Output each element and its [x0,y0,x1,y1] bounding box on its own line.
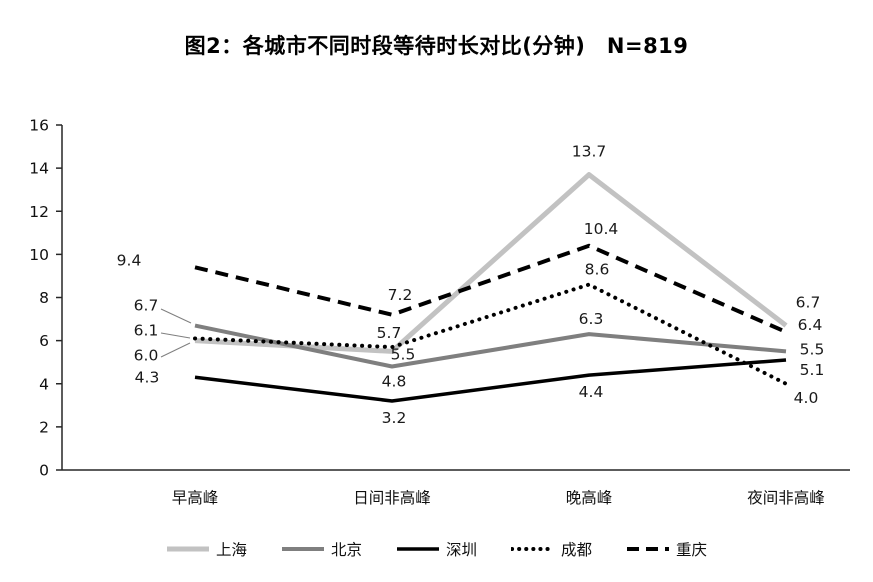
legend-label: 上海 [215,541,247,559]
y-tick-label: 16 [29,117,49,135]
data-label: 5.5 [800,340,825,358]
legend-line-sample [511,547,555,551]
data-label: 4.4 [579,383,604,401]
series-line-0 [194,172,788,354]
x-category-label: 早高峰 [172,489,219,507]
data-label: 4.0 [794,389,819,407]
legend-label: 深圳 [445,541,477,559]
y-tick-label: 6 [39,332,49,350]
y-tick-label: 4 [39,375,49,393]
leader-line [160,332,191,339]
legend: 上海 北京 深圳 成都 重庆 [0,538,873,560]
leader-line [160,342,191,358]
x-category-label: 日间非高峰 [353,489,431,507]
data-label: 13.7 [572,143,607,161]
legend-line-sample [396,547,439,551]
legend-item-2: 深圳 [396,538,477,560]
legend-line-sample [627,547,670,551]
data-label: 9.4 [117,251,142,269]
chart-title: 图2：各城市不同时段等待时长对比(分钟) N=819 [184,34,689,58]
data-label: 4.3 [135,368,160,386]
legend-label: 北京 [330,541,362,559]
legend-label: 成都 [561,541,593,559]
x-category-label: 夜间非高峰 [747,489,825,507]
data-label: 6.7 [796,294,821,312]
series-line-3 [193,282,788,386]
data-label: 7.2 [388,286,413,304]
series-line-1 [194,323,787,369]
legend-label: 重庆 [676,541,708,559]
y-tick-label: 8 [39,289,49,307]
y-tick-label: 0 [39,462,49,480]
series-line-4 [194,243,787,334]
legend-line-sample [166,546,209,552]
series-line-2 [194,358,787,403]
data-label: 3.2 [382,409,407,427]
x-category-label: 晚高峰 [566,489,613,507]
y-tick-label: 2 [39,418,49,436]
legend-item-0: 上海 [166,538,247,560]
data-label: 5.7 [377,324,402,342]
y-tick-label: 14 [29,160,49,178]
y-tick-label: 10 [29,246,49,264]
legend-item-4: 重庆 [626,538,707,560]
legend-item-3: 成都 [511,538,592,560]
y-tick-label: 12 [29,203,49,221]
data-label: 5.1 [800,361,825,379]
legend-line-sample [281,547,324,551]
leader-line [160,308,192,324]
data-label: 8.6 [585,261,610,279]
data-label: 10.4 [584,220,619,238]
data-label: 6.3 [579,310,604,328]
data-label: 4.8 [382,373,407,391]
data-label: 6.1 [134,321,159,339]
data-label: 6.0 [134,347,159,365]
data-label: 6.7 [134,297,159,315]
data-label: 6.4 [798,316,823,334]
legend-item-1: 北京 [281,538,362,560]
data-label: 5.5 [391,345,416,363]
